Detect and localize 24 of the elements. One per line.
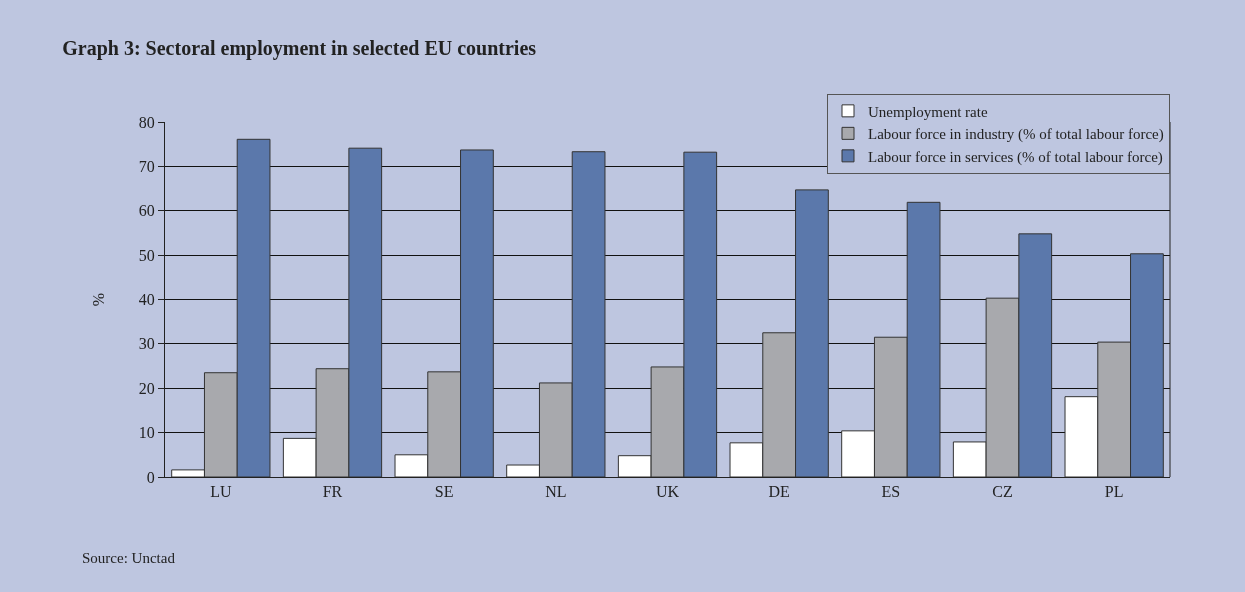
- legend-label: Unemployment rate: [868, 103, 988, 120]
- x-tick-label: SE: [434, 483, 454, 501]
- y-tick-label: 20: [138, 379, 155, 397]
- y-tick-label: 60: [138, 202, 155, 220]
- y-tick-label: 80: [138, 113, 155, 131]
- x-tick-label: UK: [655, 483, 680, 501]
- x-tick-label: FR: [322, 483, 343, 501]
- x-tick-label: DE: [768, 483, 790, 501]
- y-tick-label: 40: [138, 291, 155, 309]
- x-tick-label: PL: [1104, 483, 1124, 501]
- y-tick-label: 30: [138, 335, 155, 353]
- y-tick-label: 0: [146, 468, 155, 486]
- x-tick-label: LU: [210, 483, 232, 501]
- x-tick-label: ES: [881, 483, 901, 501]
- legend-label: Labour force in industry (% of total labour force): [868, 126, 1164, 144]
- y-tick-label: 70: [138, 157, 155, 175]
- y-axis-title: %: [89, 292, 107, 307]
- y-tick-label: 50: [138, 246, 155, 264]
- y-tick-label: 10: [138, 424, 155, 442]
- x-tick-label: CZ: [992, 483, 1013, 501]
- legend-label: Labour force in services (% of total labour force): [868, 148, 1163, 166]
- source-note: Source: Unctad: [82, 550, 176, 566]
- chart-title: Graph 3: Sectoral employment in selected EU countries: [62, 37, 537, 61]
- x-tick-label: NL: [545, 483, 567, 501]
